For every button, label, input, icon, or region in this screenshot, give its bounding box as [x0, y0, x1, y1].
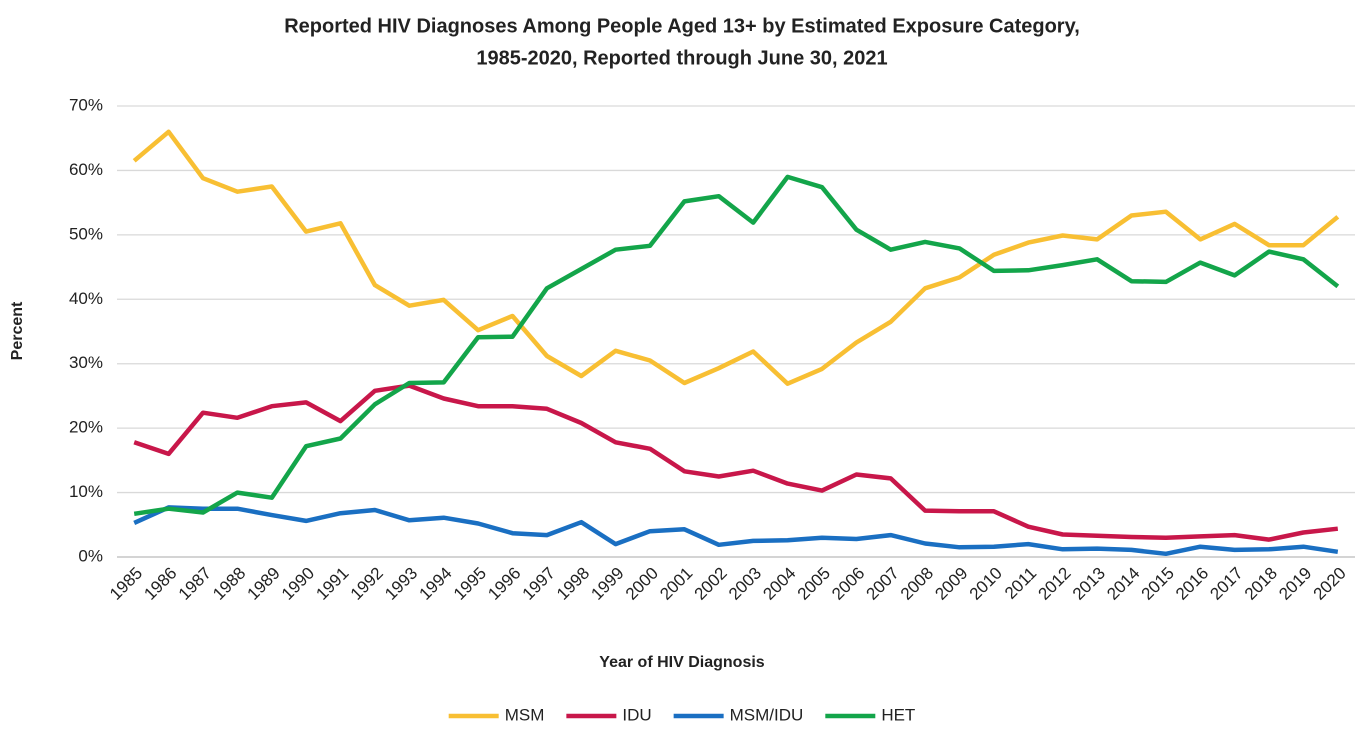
- x-tick-label: 2004: [759, 564, 799, 604]
- x-tick-label: 1987: [175, 564, 215, 604]
- series-line: [133, 174, 1340, 517]
- legend-label: IDU: [622, 705, 651, 724]
- x-tick-label: 1991: [312, 564, 352, 604]
- x-tick-label: 1999: [587, 564, 627, 604]
- x-tick-label: 2003: [725, 564, 765, 604]
- y-tick-label: 30%: [69, 353, 103, 372]
- x-tick-label: 2013: [1069, 564, 1109, 604]
- y-tick-label: 60%: [69, 160, 103, 179]
- x-tick-label: 1993: [381, 564, 421, 604]
- x-tick-label: 1996: [484, 564, 524, 604]
- x-tick-label: 2010: [966, 564, 1006, 604]
- y-tick-label: 70%: [69, 95, 103, 114]
- y-tick-label: 50%: [69, 224, 103, 243]
- x-tick-label: 1992: [347, 564, 387, 604]
- x-tick-label: 2002: [691, 564, 731, 604]
- x-tick-label: 1995: [450, 564, 490, 604]
- x-tick-label: 2011: [1001, 564, 1040, 603]
- x-tick-label: 2018: [1241, 564, 1281, 604]
- y-tick-label: 0%: [78, 546, 103, 565]
- legend-label: HET: [881, 705, 915, 724]
- x-tick-label: 1989: [244, 564, 284, 604]
- x-tick-label: 2015: [1138, 564, 1178, 604]
- chart-title: Reported HIV Diagnoses Among People Aged…: [284, 15, 1080, 37]
- x-tick-label: 1994: [416, 564, 456, 604]
- x-tick-label: 1990: [278, 564, 318, 604]
- x-tick-label: 2006: [828, 564, 868, 604]
- x-tick-label: 1997: [519, 564, 559, 604]
- x-tick-label: 2008: [897, 564, 937, 604]
- series-line: [133, 383, 1339, 542]
- series-line: [133, 505, 1339, 557]
- x-tick-label: 1988: [209, 564, 249, 604]
- y-tick-label: 20%: [69, 418, 103, 437]
- x-tick-label: 2019: [1275, 564, 1315, 604]
- x-tick-label: 2000: [622, 564, 662, 604]
- x-tick-label: 2001: [656, 564, 696, 604]
- x-tick-label: 1986: [140, 564, 180, 604]
- y-tick-label: 10%: [69, 482, 103, 501]
- chart-title: 1985-2020, Reported through June 30, 202…: [476, 47, 887, 69]
- x-tick-label: 2017: [1206, 564, 1246, 604]
- x-tick-label: 1998: [553, 564, 593, 604]
- x-tick-label: 2016: [1172, 564, 1212, 604]
- x-tick-label: 1985: [106, 564, 146, 604]
- x-tick-label: 2009: [931, 564, 971, 604]
- x-tick-label: 2007: [863, 564, 903, 604]
- series-line: [132, 129, 1340, 386]
- x-tick-label: 2020: [1310, 564, 1350, 604]
- x-tick-label: 2005: [794, 564, 834, 604]
- legend-label: MSM/IDU: [730, 705, 804, 724]
- x-axis-label: Year of HIV Diagnosis: [599, 654, 764, 671]
- legend-label: MSM: [505, 705, 545, 724]
- y-axis-label: Percent: [9, 301, 26, 360]
- y-tick-label: 40%: [69, 289, 103, 308]
- x-tick-label: 2014: [1103, 564, 1143, 604]
- x-tick-label: 2012: [1035, 564, 1075, 604]
